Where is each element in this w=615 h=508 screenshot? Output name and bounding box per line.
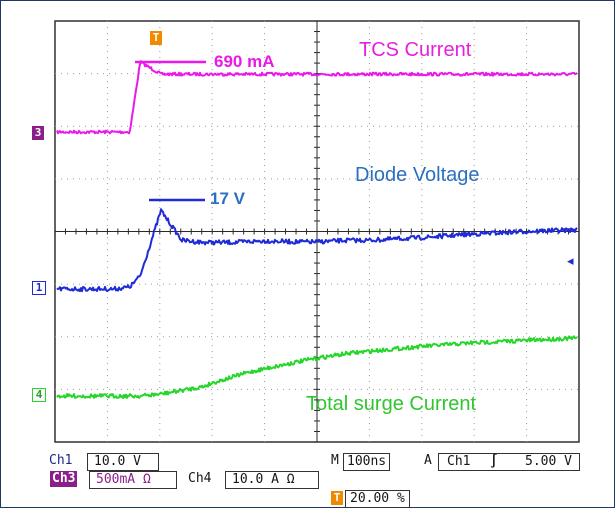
ch3-ground-marker[interactable]: 3: [32, 126, 44, 140]
ch1-ground-marker[interactable]: 1: [32, 281, 46, 295]
total-surge-label: Total surge Current: [306, 393, 477, 415]
trigger-position-icon: T: [331, 491, 343, 505]
ch1-scale-value[interactable]: 10.0 V: [87, 453, 159, 471]
trigger-position-marker[interactable]: T: [150, 31, 162, 45]
trigger-position-box: 20.00 %: [345, 490, 410, 508]
tcs-current-label: TCS Current: [359, 39, 472, 61]
ch4-scale-value[interactable]: 10.0 A Ω: [225, 471, 319, 489]
tcs-peak-value: 690 mA: [214, 52, 275, 71]
diode-peak-value: 17 V: [210, 189, 245, 208]
timebase-box: 100ns: [343, 453, 391, 471]
trigger-position-value[interactable]: 20.00 %: [345, 490, 410, 508]
ch4-ground-marker[interactable]: 4: [32, 388, 46, 402]
trace-4: [56, 335, 578, 399]
ch3-label: Ch3: [50, 471, 78, 487]
trigger-level-arrow-icon: ◂: [567, 254, 574, 269]
timebase-value[interactable]: 100ns: [343, 453, 391, 471]
trigger-source: Ch1: [447, 454, 471, 469]
graticule-grid: [54, 20, 580, 443]
peak-callout-lines: [135, 60, 206, 202]
trigger-mode: A: [424, 453, 432, 468]
rising-edge-icon: ∫: [490, 454, 498, 469]
diode-voltage-label: Diode Voltage: [355, 164, 480, 186]
ch4-scale-box: 10.0 A Ω: [225, 471, 319, 489]
ch3-scale-box: 500mA Ω: [89, 471, 177, 489]
trigger-settings-box[interactable]: Ch1 ∫ 5.00 V: [438, 453, 580, 471]
trace-1: [56, 208, 578, 293]
timebase-label: M: [331, 453, 339, 468]
ch1-scale-box: 10.0 V: [87, 453, 159, 471]
ch3-scale-value[interactable]: 500mA Ω: [89, 471, 177, 489]
ch4-label: Ch4: [188, 471, 212, 486]
trigger-level: 5.00 V: [525, 454, 572, 469]
ch1-label: Ch1: [49, 453, 73, 468]
